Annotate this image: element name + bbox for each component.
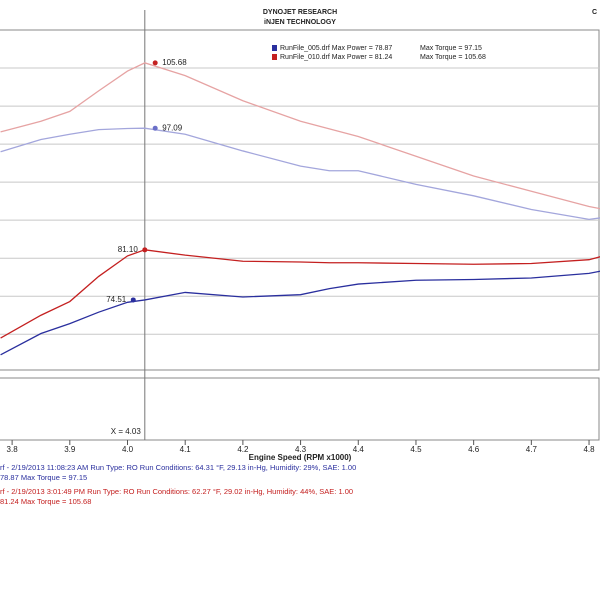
annotation-dot bbox=[152, 125, 158, 131]
footer-text: 81.24 Max Torque = 105.68 bbox=[0, 497, 91, 506]
x-tick-label: 4.6 bbox=[468, 445, 480, 454]
chart-subtitle: iNJEN TECHNOLOGY bbox=[264, 19, 336, 26]
x-tick-label: 4.2 bbox=[237, 445, 249, 454]
legend-swatch bbox=[272, 54, 277, 60]
annotation-label: 81.10 bbox=[118, 245, 139, 254]
annotation-dot bbox=[152, 60, 158, 66]
legend-text: RunFile_010.drf Max Power = 81.24 bbox=[280, 54, 392, 61]
legend-text: Max Torque = 97.15 bbox=[420, 45, 482, 52]
footer-text: 78.87 Max Torque = 97.15 bbox=[0, 473, 87, 482]
x-tick-label: 4.4 bbox=[353, 445, 365, 454]
series-line bbox=[0, 127, 600, 221]
annotation-label: 105.68 bbox=[162, 58, 187, 67]
x-tick-label: 3.9 bbox=[64, 445, 76, 454]
annotation-dot bbox=[142, 247, 148, 253]
annotation-label: 97.09 bbox=[162, 123, 183, 132]
series-line bbox=[0, 249, 600, 339]
x-tick-label: 3.8 bbox=[7, 445, 19, 454]
legend-swatch bbox=[272, 45, 277, 51]
x-tick-label: 4.7 bbox=[526, 445, 538, 454]
x-tick-label: 4.3 bbox=[295, 445, 307, 454]
lower-strip bbox=[0, 377, 600, 441]
cursor-label: X = 4.03 bbox=[111, 427, 142, 436]
series-line bbox=[0, 62, 600, 210]
legend-text: RunFile_005.drf Max Power = 78.87 bbox=[280, 45, 392, 52]
x-tick-label: 4.1 bbox=[180, 445, 192, 454]
x-tick-label: 4.8 bbox=[583, 445, 595, 454]
x-tick-label: 4.5 bbox=[410, 445, 422, 454]
legend-text: Max Torque = 105.68 bbox=[420, 54, 486, 61]
plot-frame bbox=[0, 29, 600, 371]
x-axis-label: Engine Speed (RPM x1000) bbox=[249, 453, 352, 462]
footer-text: rf - 2/19/2013 11:08:23 AM Run Type: RO … bbox=[0, 463, 356, 472]
corner-text: C bbox=[592, 9, 597, 16]
series-line bbox=[0, 270, 600, 356]
chart-title: DYNOJET RESEARCH bbox=[263, 9, 337, 16]
footer-text: rf - 2/19/2013 3:01:49 PM Run Type: RO R… bbox=[0, 487, 353, 496]
x-tick-label: 4.0 bbox=[122, 445, 134, 454]
annotation-label: 74.51 bbox=[106, 295, 127, 304]
annotation-dot bbox=[130, 297, 136, 303]
